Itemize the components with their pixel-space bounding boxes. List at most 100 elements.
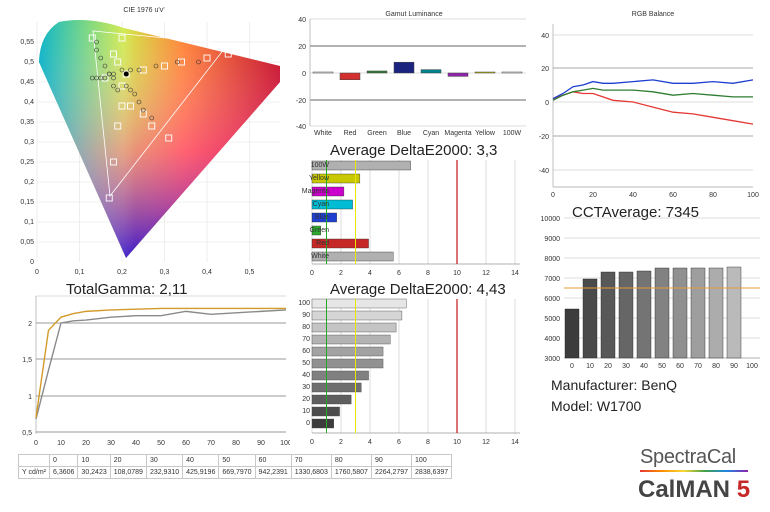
cct-ytick: 6000	[544, 296, 560, 303]
delta2-chart: 100 90 80 70 60 50 40 30 20 10 0 0 2 4 6…	[298, 298, 520, 446]
table-header-cell: 0	[48, 454, 79, 467]
gamut-xlabel: Magenta	[444, 130, 471, 137]
cie-xtick: 0,3	[160, 269, 170, 276]
cie-target-point	[118, 34, 126, 42]
cct-bar	[600, 271, 616, 359]
gamma-x-ticks: 0 10 20 30 40 50 60 70 80 90 100	[34, 440, 290, 447]
gamma-xtick: 10	[57, 440, 65, 447]
gamma-xtick: 20	[82, 440, 90, 447]
logo-rainbow-bar	[640, 470, 748, 472]
delta2-label: 70	[302, 336, 310, 343]
cie-ytick: 0,55	[20, 39, 34, 46]
cie-target-point	[105, 194, 113, 202]
cct-xtick: 40	[640, 363, 648, 370]
delta2-x-ticks: 0 2 4 6 8 10 12 14	[310, 439, 519, 446]
table-cell: 108,0789	[109, 466, 147, 479]
gamut-luminance-chart: Gamut Luminance 40 20 0 -20 -40 White Re…	[296, 11, 526, 137]
gamma-ytick: 1	[28, 394, 32, 401]
cie-measured-point	[140, 107, 146, 113]
cie-measured-point	[149, 115, 155, 121]
cct-bar	[690, 267, 706, 359]
cie-measured-point	[123, 83, 129, 89]
table-row-label: Y cd/m²	[18, 466, 50, 479]
table-cell: 425,9196	[182, 466, 220, 479]
delta1-bar	[311, 225, 321, 236]
delta2-xtick: 12	[482, 439, 490, 446]
gamma-xtick: 0	[34, 440, 38, 447]
delta1-label: 100W	[311, 162, 330, 169]
gamut-bar	[474, 71, 496, 74]
cct-ytick: 9000	[544, 236, 560, 243]
cie-measured-point	[111, 71, 116, 77]
gamut-bar	[339, 72, 361, 80]
table-cell: 2264,2797	[370, 466, 413, 479]
rgb-ytick: -40	[539, 168, 549, 175]
table-cell: 2838,6397	[411, 466, 453, 479]
cie-y-ticks: 0,55 0,5 0,45 0,4 0,35 0,3 0,25 0,2 0,15…	[20, 39, 34, 266]
table-cell: 232,9310	[145, 466, 184, 479]
cie-ytick: 0,4	[24, 99, 34, 106]
delta1-chart: 100W Yellow Magenta Cyan Blue Green Red …	[302, 160, 520, 277]
rgb-line-blue	[552, 79, 754, 100]
cct-ytick: 7000	[544, 276, 560, 283]
cct-y-ticks: 10000 9000 8000 7000 6000 5000 4000 3000	[541, 216, 561, 363]
delta2-label: 0	[306, 420, 310, 427]
cct-bar	[636, 270, 652, 359]
delta1-bar	[311, 212, 337, 223]
cct-bar	[582, 278, 598, 359]
cct-xtick: 90	[730, 363, 738, 370]
delta1-bar	[311, 173, 361, 184]
gamut-bar	[447, 72, 469, 77]
cie-xtick: 0,1	[75, 269, 85, 276]
calman-version: 5	[736, 476, 751, 503]
cie-target-point	[139, 66, 147, 74]
gamma-xtick: 60	[182, 440, 190, 447]
cct-bar	[564, 308, 580, 359]
delta2-bars	[311, 298, 407, 429]
luminance-table: 0 10 20 30 40 50 60 70 80 90 100 Y cd/m²…	[18, 454, 453, 479]
gamut-xlabel: White	[314, 130, 332, 137]
cct-ytick: 3000	[544, 356, 560, 363]
gamma-y-ticks: 2 1,5 1 0,5	[22, 321, 32, 437]
cie-measured-point	[128, 67, 133, 73]
cie-measured-point	[102, 63, 108, 69]
cie-ytick: 0,15	[20, 199, 34, 206]
delta2-bar	[311, 322, 397, 333]
cie-ytick: 0,3	[24, 139, 34, 146]
cct-xtick: 50	[658, 363, 666, 370]
cie-measured-point	[119, 67, 125, 73]
delta2-label: 10	[302, 408, 310, 415]
cie-ytick: 0,5	[24, 59, 34, 66]
cct-xtick: 20	[604, 363, 612, 370]
delta1-label: Red	[316, 240, 329, 247]
gamma-ytick: 2	[28, 321, 32, 328]
cie-target-point	[110, 158, 117, 166]
rgb-title: RGB Balance	[632, 11, 675, 18]
cie-target-point	[118, 102, 126, 110]
cie-target-point	[161, 62, 168, 70]
cie-target-point	[139, 110, 147, 118]
cie-target-point	[114, 58, 122, 66]
cie-points	[88, 34, 232, 202]
cct-xtick: 100	[746, 363, 758, 370]
gamma-xtick: 70	[207, 440, 215, 447]
table-cell: 6,3606	[48, 466, 79, 479]
cct-xtick: 70	[694, 363, 702, 370]
table-cell: 669,7970	[218, 466, 256, 479]
table-header-cell: 100	[411, 454, 453, 467]
gamut-bar	[501, 71, 523, 74]
cie-xtick: 0,4	[202, 269, 212, 276]
delta1-bar	[311, 238, 369, 249]
rgb-grid	[552, 24, 753, 188]
delta1-xtick: 10	[453, 270, 461, 277]
cie-target-point	[165, 134, 173, 142]
delta2-labels: 100 90 80 70 60 50 40 30 20 10 0	[298, 300, 310, 427]
gamut-xlabel: Cyan	[423, 130, 439, 137]
table-header-cell: 20	[109, 454, 147, 467]
delta2-xtick: 4	[368, 439, 372, 446]
cie-title: CIE 1976 u'v'	[123, 7, 164, 14]
cie-ytick: 0,05	[20, 239, 34, 246]
cie-measured-point	[115, 87, 121, 93]
delta2-xtick: 2	[339, 439, 343, 446]
delta2-xtick: 6	[397, 439, 401, 446]
